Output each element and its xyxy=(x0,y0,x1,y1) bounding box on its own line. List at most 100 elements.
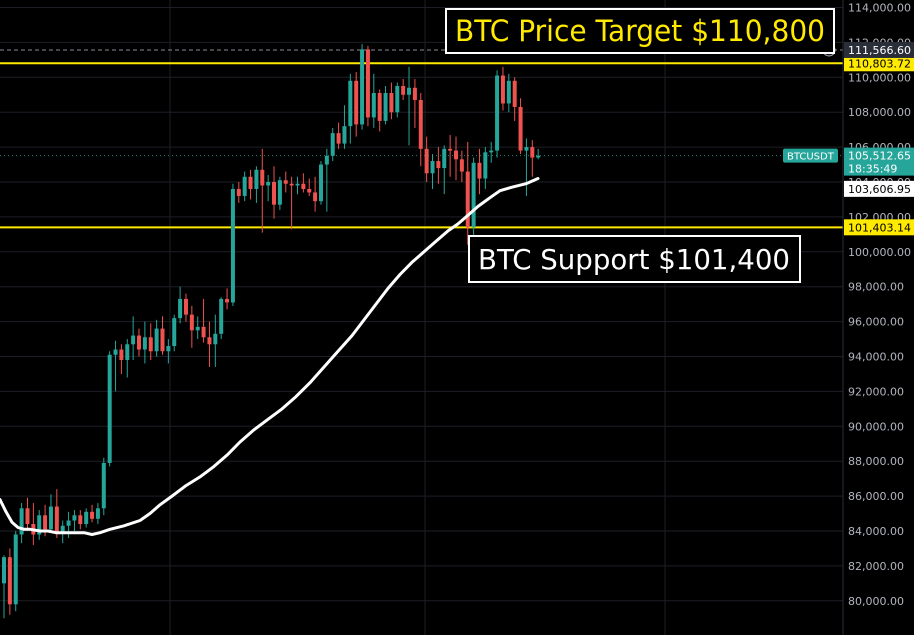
price-target-annotation[interactable]: BTC Price Target $110,800 xyxy=(445,8,835,54)
candle[interactable] xyxy=(54,489,59,538)
candle[interactable] xyxy=(2,555,6,619)
price-axis[interactable]: 114,000.00112,000.00110,000.00108,000.00… xyxy=(783,0,914,635)
candle[interactable] xyxy=(360,44,365,130)
candle[interactable] xyxy=(107,351,112,467)
candle-body xyxy=(530,147,535,158)
candle-body xyxy=(324,155,329,165)
candle[interactable] xyxy=(142,321,147,364)
candle[interactable] xyxy=(242,171,247,202)
candle[interactable] xyxy=(424,136,429,182)
candle[interactable] xyxy=(78,510,83,530)
candle[interactable] xyxy=(95,503,100,525)
candle[interactable] xyxy=(412,79,417,128)
candle[interactable] xyxy=(371,73,376,128)
candle[interactable] xyxy=(25,497,30,531)
candle[interactable] xyxy=(530,140,535,177)
candle[interactable] xyxy=(207,321,212,367)
candle[interactable] xyxy=(225,288,230,310)
candle[interactable] xyxy=(389,82,394,120)
candle[interactable] xyxy=(248,169,253,200)
candle[interactable] xyxy=(354,72,359,137)
candle[interactable] xyxy=(272,166,277,219)
candle[interactable] xyxy=(160,316,165,355)
candle[interactable] xyxy=(125,339,130,378)
crosshair-price-tag[interactable]: 111,566.60 xyxy=(844,41,914,58)
candle[interactable] xyxy=(489,141,494,163)
candle[interactable] xyxy=(395,82,400,118)
candle[interactable] xyxy=(418,93,423,167)
candle[interactable] xyxy=(342,105,347,149)
candle[interactable] xyxy=(101,457,106,516)
candle[interactable] xyxy=(336,122,341,149)
candle[interactable] xyxy=(119,344,124,374)
candle[interactable] xyxy=(518,98,523,155)
candle[interactable] xyxy=(219,297,224,340)
candle[interactable] xyxy=(330,127,335,162)
candle[interactable] xyxy=(318,161,323,205)
candle[interactable] xyxy=(477,148,482,195)
candle[interactable] xyxy=(436,147,441,184)
candle-body xyxy=(307,188,312,193)
candle[interactable] xyxy=(254,166,259,203)
candle[interactable] xyxy=(289,176,294,230)
candle[interactable] xyxy=(365,45,370,127)
candle[interactable] xyxy=(448,134,453,177)
candle[interactable] xyxy=(459,150,464,182)
candle[interactable] xyxy=(19,503,24,544)
candle[interactable] xyxy=(506,73,511,113)
candle[interactable] xyxy=(195,316,200,340)
candle[interactable] xyxy=(524,138,529,196)
candle[interactable] xyxy=(483,147,488,189)
candle[interactable] xyxy=(90,504,95,523)
candle[interactable] xyxy=(148,323,153,360)
candle[interactable] xyxy=(277,176,282,210)
candle[interactable] xyxy=(453,136,458,181)
candle[interactable] xyxy=(154,319,159,357)
candle[interactable] xyxy=(131,316,136,360)
candle[interactable] xyxy=(260,148,265,233)
candle[interactable] xyxy=(189,305,194,348)
candle[interactable] xyxy=(471,157,476,238)
candle[interactable] xyxy=(213,314,218,367)
support-annotation[interactable]: BTC Support $101,400 xyxy=(468,235,801,283)
candle[interactable] xyxy=(183,293,188,322)
candle[interactable] xyxy=(348,73,353,144)
candle[interactable] xyxy=(377,89,382,132)
candle[interactable] xyxy=(178,286,183,324)
candle[interactable] xyxy=(166,339,171,364)
candle[interactable] xyxy=(407,66,412,146)
candle-body xyxy=(301,183,306,189)
candle[interactable] xyxy=(13,531,18,612)
candle[interactable] xyxy=(307,178,312,196)
candle[interactable] xyxy=(301,173,306,193)
candlestick-series[interactable] xyxy=(2,44,541,619)
candle[interactable] xyxy=(495,70,500,158)
candle[interactable] xyxy=(401,79,406,100)
candle[interactable] xyxy=(201,298,206,343)
candle[interactable] xyxy=(137,328,142,357)
candle[interactable] xyxy=(383,86,388,125)
candle[interactable] xyxy=(465,141,470,245)
candle[interactable] xyxy=(113,340,118,392)
candle[interactable] xyxy=(295,176,300,195)
candle[interactable] xyxy=(324,148,329,212)
candle[interactable] xyxy=(230,183,235,306)
candle[interactable] xyxy=(500,66,505,111)
candle[interactable] xyxy=(536,148,541,160)
candle[interactable] xyxy=(283,171,288,193)
candle[interactable] xyxy=(512,77,517,121)
candle[interactable] xyxy=(84,508,89,528)
candle[interactable] xyxy=(266,175,271,202)
candle[interactable] xyxy=(7,548,12,615)
candle[interactable] xyxy=(430,154,435,189)
candle[interactable] xyxy=(236,182,241,203)
candle[interactable] xyxy=(442,145,447,195)
candle[interactable] xyxy=(313,176,318,212)
candle[interactable] xyxy=(37,510,42,540)
candle[interactable] xyxy=(48,494,53,533)
candle[interactable] xyxy=(72,510,77,531)
candle[interactable] xyxy=(172,314,177,352)
